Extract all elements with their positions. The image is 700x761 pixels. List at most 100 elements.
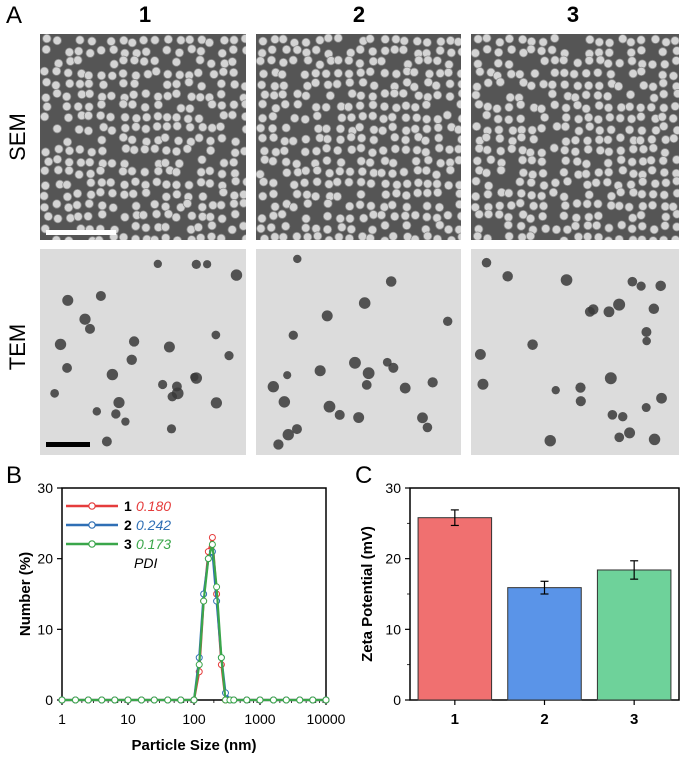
tem-particle — [349, 356, 361, 369]
sem-particle — [562, 225, 572, 235]
sem-particle — [515, 198, 525, 208]
tem-particle — [323, 400, 336, 413]
sem-particle — [604, 38, 615, 48]
sem-particle — [346, 224, 356, 234]
sem-particle — [380, 46, 390, 56]
data-point — [111, 696, 119, 704]
bar-2 — [507, 587, 582, 701]
sem-particle — [376, 168, 387, 178]
sem-particle — [399, 36, 409, 46]
tem-particle — [551, 385, 560, 395]
sem-particle — [561, 136, 571, 147]
sem-particle — [118, 132, 128, 143]
sem-particle — [538, 37, 548, 47]
sem-particle — [196, 233, 206, 240]
sem-particle — [281, 123, 291, 133]
tem-particle — [54, 338, 67, 351]
sem-particle — [184, 77, 194, 87]
tem-particle — [210, 397, 223, 409]
sem-particle — [65, 213, 76, 223]
sem-particle — [228, 45, 238, 55]
sem-particle — [390, 132, 400, 142]
legend-pdi-note: PDI — [134, 555, 157, 571]
sem-particle — [432, 90, 443, 100]
sem-particle — [119, 159, 130, 169]
sem-particle — [606, 69, 616, 79]
sem-particle — [118, 55, 129, 65]
sem-particle — [604, 147, 614, 157]
sem-particle — [260, 90, 270, 100]
sem-particle — [42, 102, 52, 112]
sem-particle — [668, 202, 678, 212]
sem-particle — [401, 126, 411, 136]
tem-particle — [560, 274, 573, 286]
sem-particle — [230, 209, 240, 219]
sem-particle — [300, 147, 310, 157]
sem-particle — [483, 102, 493, 112]
sem-particle — [414, 55, 424, 65]
tem-texture-3 — [471, 249, 679, 455]
sem-particle — [369, 125, 379, 135]
data-point — [190, 696, 198, 704]
sem-particle — [171, 167, 181, 177]
sem-particle — [398, 88, 408, 99]
sem-particle — [366, 201, 376, 211]
sem-particle — [257, 113, 268, 123]
sem-particle — [616, 102, 626, 113]
tem-particle — [422, 422, 433, 433]
sem-particle — [592, 220, 602, 231]
sem-texture-3 — [471, 34, 679, 240]
sem-particle — [548, 187, 559, 198]
sem-particle — [624, 202, 634, 212]
sem-particle — [594, 81, 604, 91]
tem-particle — [171, 381, 182, 392]
sem-particle — [537, 157, 547, 167]
sem-particle — [277, 69, 287, 80]
sem-particle — [311, 224, 321, 234]
column-label-2: 2 — [352, 2, 366, 27]
sem-particle — [346, 132, 356, 142]
sem-particle — [160, 158, 170, 168]
sem-particle — [668, 71, 679, 81]
sem-particle — [528, 170, 538, 180]
sem-particle — [129, 55, 140, 65]
sem-particle — [278, 89, 288, 100]
sem-particle — [529, 201, 539, 211]
sem-particle — [52, 88, 62, 99]
sem-particle — [280, 99, 290, 109]
sem-particle — [518, 168, 529, 178]
y-axis-title: Number (%) — [17, 552, 34, 636]
sem-particle — [73, 211, 83, 222]
sem-particle — [267, 123, 278, 134]
sem-particle — [97, 92, 107, 102]
sem-particle — [471, 191, 481, 202]
sem-particle — [380, 220, 390, 230]
sem-particle — [260, 155, 270, 165]
sem-particle — [303, 198, 313, 209]
sem-particle — [227, 225, 237, 235]
sem-particle — [205, 136, 216, 146]
sem-particle — [301, 37, 311, 48]
sem-particle — [346, 48, 356, 58]
sem-particle — [402, 202, 412, 212]
sem-particle — [387, 168, 398, 179]
sem-particle — [227, 110, 238, 120]
sem-particle — [218, 67, 228, 77]
sem-particle — [196, 177, 206, 187]
sem-particle — [389, 88, 400, 98]
sem-particle — [483, 189, 493, 199]
sem-particle — [605, 112, 615, 122]
sem-particle — [659, 235, 669, 240]
sem-particle — [182, 144, 192, 154]
data-point — [296, 696, 304, 704]
sem-particle — [482, 110, 492, 120]
sem-particle — [423, 155, 433, 165]
sem-particle — [637, 189, 647, 199]
tem-particle — [291, 424, 302, 435]
sem-particle — [97, 200, 107, 211]
sem-particle — [141, 223, 151, 233]
sem-particle — [97, 177, 107, 188]
sem-particle — [131, 201, 141, 211]
sem-particle — [322, 211, 333, 221]
tem-particle — [442, 316, 453, 326]
